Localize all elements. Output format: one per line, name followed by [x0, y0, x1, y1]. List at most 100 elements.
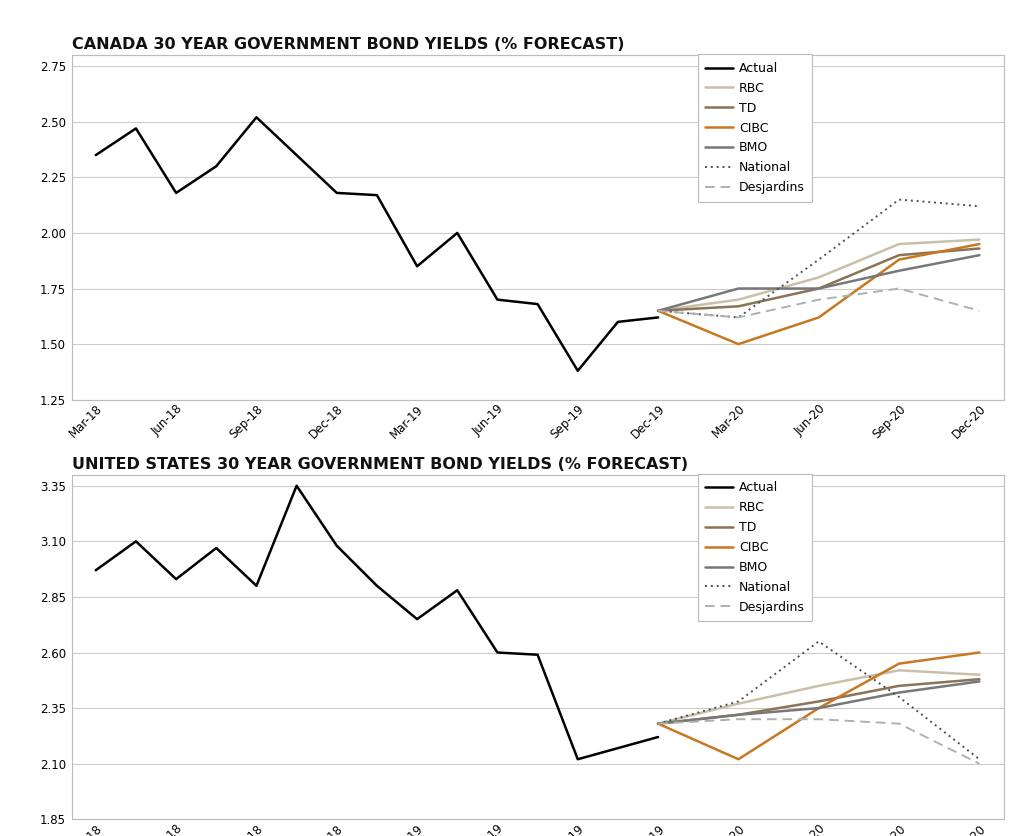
National — [813, 636, 825, 646]
Desjardins — [732, 714, 744, 724]
Desjardins — [893, 719, 905, 729]
TD — [732, 301, 744, 311]
RBC — [893, 239, 905, 249]
Actual — [492, 648, 504, 658]
Line: National: National — [658, 641, 979, 759]
Actual — [291, 150, 303, 161]
Actual — [371, 190, 383, 200]
Actual — [170, 188, 182, 198]
Desjardins — [732, 313, 744, 323]
Actual — [411, 614, 423, 624]
National — [813, 255, 825, 265]
Actual — [130, 124, 142, 134]
Actual — [652, 732, 665, 742]
RBC — [652, 719, 665, 729]
Actual — [331, 188, 343, 198]
Line: Actual: Actual — [96, 117, 658, 371]
Actual — [210, 543, 222, 553]
National — [893, 195, 905, 205]
Actual — [611, 743, 624, 753]
BMO — [732, 283, 744, 293]
National — [893, 692, 905, 702]
Actual — [210, 161, 222, 171]
Actual — [611, 317, 624, 327]
Line: BMO: BMO — [658, 255, 979, 311]
Actual — [331, 541, 343, 551]
Text: CANADA 30 YEAR GOVERNMENT BOND YIELDS (% FORECAST): CANADA 30 YEAR GOVERNMENT BOND YIELDS (%… — [72, 37, 625, 52]
RBC — [973, 670, 985, 680]
TD — [652, 719, 665, 729]
Line: Actual: Actual — [96, 486, 658, 759]
CIBC — [652, 306, 665, 316]
RBC — [973, 235, 985, 245]
BMO — [652, 306, 665, 316]
TD — [813, 283, 825, 293]
TD — [732, 710, 744, 720]
Line: National: National — [658, 200, 979, 318]
Line: BMO: BMO — [658, 681, 979, 724]
Actual — [571, 754, 584, 764]
National — [652, 719, 665, 729]
TD — [973, 674, 985, 684]
CIBC — [813, 703, 825, 713]
Line: Desjardins: Desjardins — [658, 288, 979, 318]
Actual — [250, 112, 262, 122]
Line: TD: TD — [658, 679, 979, 724]
RBC — [893, 665, 905, 675]
TD — [973, 243, 985, 253]
Text: UNITED STATES 30 YEAR GOVERNMENT BOND YIELDS (% FORECAST): UNITED STATES 30 YEAR GOVERNMENT BOND YI… — [72, 456, 688, 472]
Desjardins — [652, 306, 665, 316]
Actual — [371, 581, 383, 591]
Actual — [411, 262, 423, 272]
Line: RBC: RBC — [658, 670, 979, 724]
TD — [652, 306, 665, 316]
Actual — [170, 574, 182, 584]
TD — [893, 250, 905, 260]
TD — [893, 681, 905, 691]
Actual — [452, 228, 464, 238]
CIBC — [732, 339, 744, 349]
Line: TD: TD — [658, 248, 979, 311]
Line: Desjardins: Desjardins — [658, 719, 979, 764]
Legend: Actual, RBC, TD, CIBC, BMO, National, Desjardins: Actual, RBC, TD, CIBC, BMO, National, De… — [697, 474, 812, 621]
BMO — [893, 687, 905, 697]
Desjardins — [652, 719, 665, 729]
RBC — [813, 681, 825, 691]
Desjardins — [893, 283, 905, 293]
BMO — [973, 250, 985, 260]
Actual — [652, 313, 665, 323]
National — [732, 313, 744, 323]
CIBC — [652, 719, 665, 729]
Desjardins — [813, 294, 825, 304]
CIBC — [893, 659, 905, 669]
RBC — [813, 273, 825, 283]
Actual — [291, 481, 303, 491]
National — [652, 306, 665, 316]
Actual — [90, 565, 102, 575]
Desjardins — [973, 759, 985, 769]
BMO — [732, 710, 744, 720]
National — [732, 696, 744, 706]
Actual — [492, 294, 504, 304]
Actual — [531, 299, 544, 309]
Line: CIBC: CIBC — [658, 653, 979, 759]
Line: RBC: RBC — [658, 240, 979, 311]
BMO — [652, 719, 665, 729]
CIBC — [813, 313, 825, 323]
Actual — [531, 650, 544, 660]
Legend: Actual, RBC, TD, CIBC, BMO, National, Desjardins: Actual, RBC, TD, CIBC, BMO, National, De… — [697, 54, 812, 201]
CIBC — [973, 648, 985, 658]
BMO — [973, 676, 985, 686]
Actual — [571, 366, 584, 376]
CIBC — [973, 239, 985, 249]
National — [973, 201, 985, 212]
RBC — [732, 699, 744, 709]
Desjardins — [973, 306, 985, 316]
BMO — [813, 283, 825, 293]
Actual — [90, 150, 102, 161]
RBC — [652, 306, 665, 316]
Actual — [452, 585, 464, 595]
RBC — [732, 294, 744, 304]
Actual — [130, 537, 142, 547]
Desjardins — [813, 714, 825, 724]
